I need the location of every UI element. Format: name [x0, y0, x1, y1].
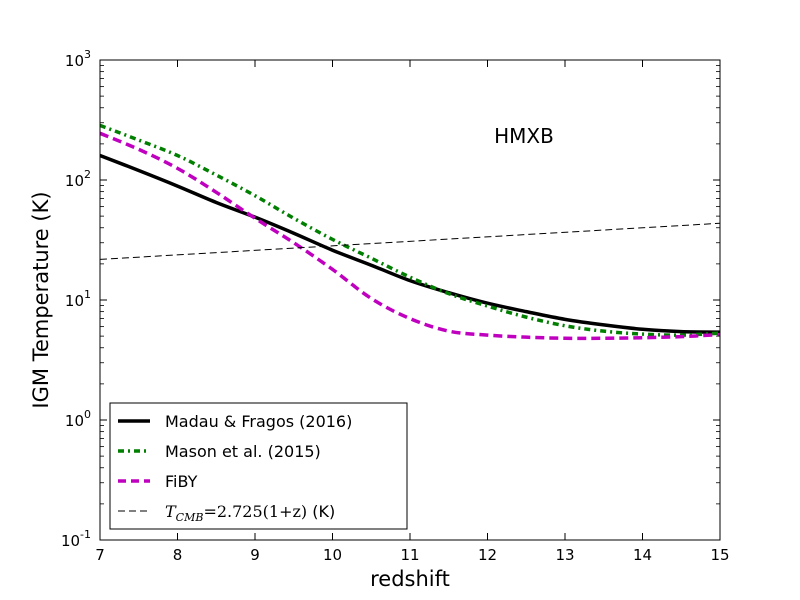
- ticks-layer: 7 8 9 10 11 12 13 14 15 10-1 100 101 102 103: [61, 48, 730, 564]
- legend: Madau & Fragos (2016) Mason et al. (2015…: [109, 402, 408, 530]
- series-layer: [100, 123, 720, 341]
- legend-tcmb-symbol: T: [165, 502, 177, 521]
- legend-label-madau: Madau & Fragos (2016): [165, 412, 352, 431]
- x-tick-label: 13: [555, 546, 574, 564]
- x-tick-label: 14: [633, 546, 652, 564]
- legend-label-tcmb: TCMB=2.725(1+z) (K): [165, 502, 335, 524]
- series-line-0: [100, 153, 720, 334]
- x-tick-label: 10: [323, 546, 342, 564]
- legend-tcmb-formula: =2.725(1+z): [203, 502, 307, 521]
- x-tick-label: 7: [95, 546, 105, 564]
- x-tick-label: 9: [250, 546, 260, 564]
- x-tick-label: 11: [400, 546, 419, 564]
- y-axis-label: IGM Temperature (K): [29, 191, 53, 408]
- legend-label-fiby: FiBY: [165, 472, 198, 491]
- legend-box: [109, 402, 408, 530]
- legend-label-mason: Mason et al. (2015): [165, 442, 321, 461]
- x-axis-label: redshift: [370, 567, 450, 591]
- series-line-2: [100, 131, 720, 341]
- annotation-label: HMXB: [494, 124, 554, 148]
- y-tick-label: 101: [65, 288, 91, 310]
- series-line-3: [100, 222, 720, 260]
- series-line-1: [100, 123, 720, 337]
- legend-tcmb-sub: CMB: [176, 511, 204, 524]
- x-tick-label: 8: [173, 546, 183, 564]
- y-tick-label: 102: [65, 168, 91, 190]
- y-tick-label: 10-1: [61, 528, 91, 550]
- x-tick-label: 12: [478, 546, 497, 564]
- y-tick-label: 100: [65, 408, 91, 430]
- legend-tcmb-unit: (K): [307, 502, 335, 521]
- y-tick-label: 103: [65, 48, 91, 70]
- x-tick-label: 15: [710, 546, 729, 564]
